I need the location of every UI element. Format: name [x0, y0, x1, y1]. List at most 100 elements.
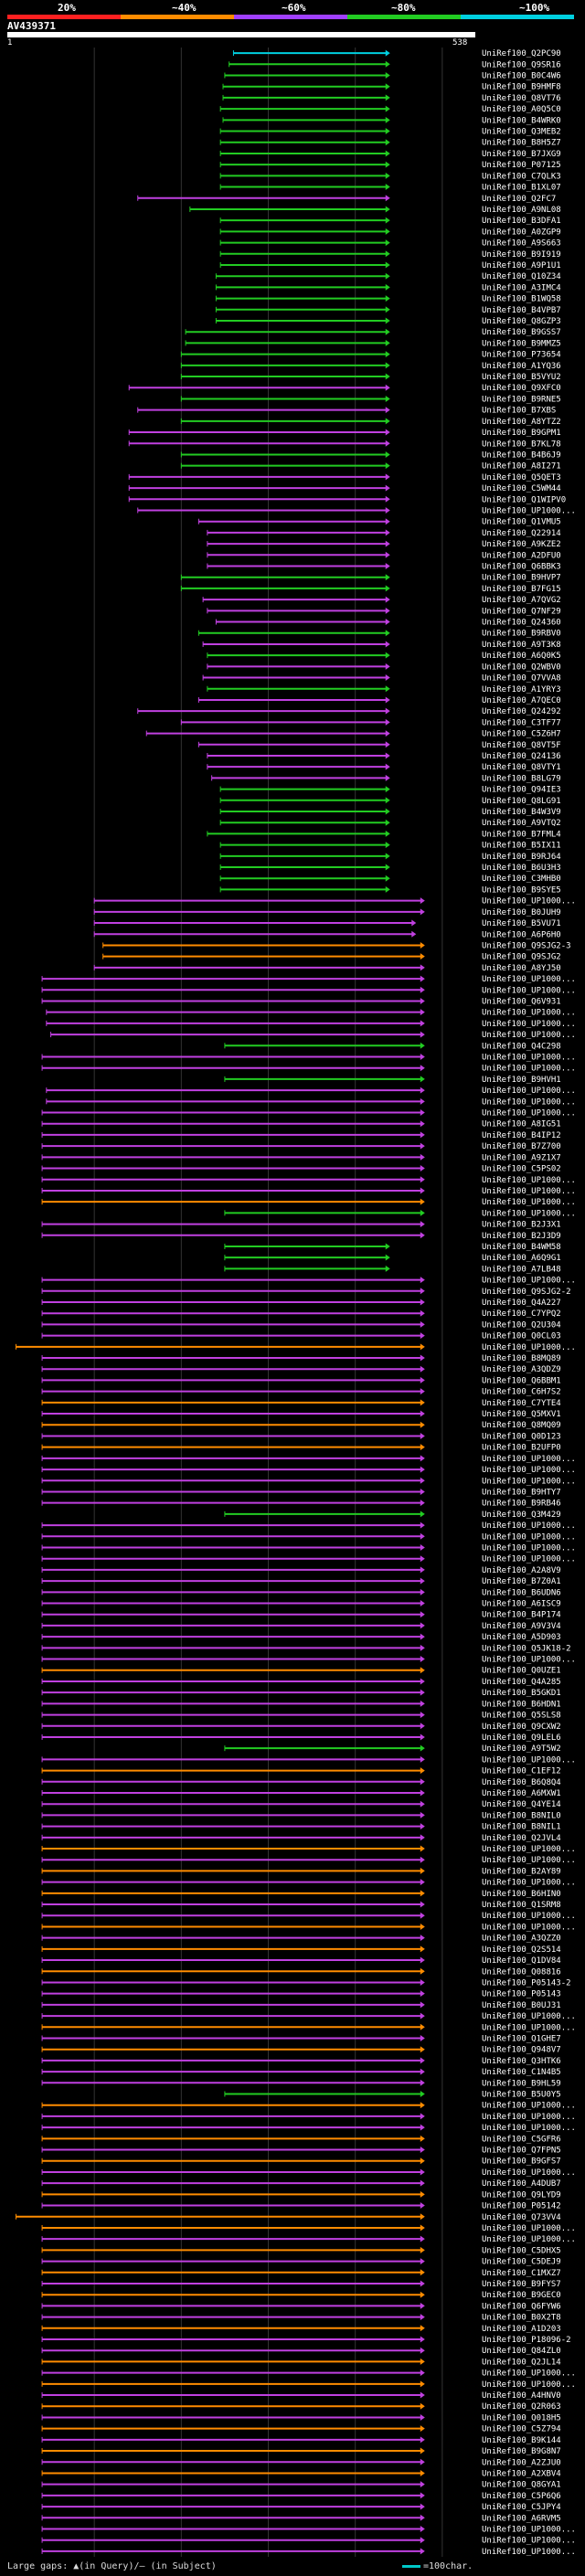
hit-label[interactable]: UniRef100_C1EF12 — [482, 1767, 561, 1776]
hit-label[interactable]: UniRef100_B4B6J9 — [482, 451, 561, 460]
hit-label[interactable]: UniRef100_A7QVG2 — [482, 596, 561, 605]
hit-label[interactable]: UniRef100_B8LG79 — [482, 774, 561, 783]
hit-label[interactable]: UniRef100_B9HL59 — [482, 2079, 561, 2088]
hit-row[interactable]: UniRef100_UP1000... — [41, 2224, 576, 2233]
hit-label[interactable]: UniRef100_UP1000... — [482, 1343, 576, 1352]
hit-label[interactable]: UniRef100_A9T3K8 — [482, 641, 561, 650]
hit-row[interactable]: UniRef100_Q2PC90 — [232, 49, 561, 58]
hit-row[interactable]: UniRef100_A1YQ36 — [180, 362, 561, 371]
hit-row[interactable]: UniRef100_B0C4W6 — [224, 72, 561, 81]
hit-row[interactable]: UniRef100_P18096-2 — [41, 2336, 571, 2345]
hit-label[interactable]: UniRef100_C1N4B5 — [482, 2068, 561, 2077]
hit-row[interactable]: UniRef100_Q9SR16 — [229, 60, 561, 69]
hit-label[interactable]: UniRef100_Q1VMU5 — [482, 518, 561, 527]
hit-row[interactable]: UniRef100_UP1000... — [93, 897, 576, 906]
hit-label[interactable]: UniRef100_B9MMZ5 — [482, 339, 561, 348]
hit-label[interactable]: UniRef100_UP1000... — [482, 1097, 576, 1107]
hit-label[interactable]: UniRef100_Q1GHE7 — [482, 2034, 561, 2043]
hit-row[interactable]: UniRef100_B5GKD1 — [41, 1689, 561, 1698]
hit-row[interactable]: UniRef100_UP1000... — [41, 1521, 576, 1531]
hit-label[interactable]: UniRef100_B6Q8Q4 — [482, 1778, 561, 1787]
hit-row[interactable]: UniRef100_B8NIL1 — [41, 1823, 561, 1832]
hit-row[interactable]: UniRef100_Q3MEB2 — [219, 128, 561, 137]
hit-row[interactable]: UniRef100_B9GPM1 — [128, 429, 561, 438]
hit-row[interactable]: UniRef100_UP1000... — [41, 2525, 576, 2534]
hit-row[interactable]: UniRef100_Q7FPN5 — [41, 2147, 561, 2156]
hit-row[interactable]: UniRef100_UP1000... — [137, 506, 576, 515]
hit-label[interactable]: UniRef100_B9G8N7 — [482, 2447, 561, 2456]
hit-label[interactable]: UniRef100_UP1000... — [482, 1087, 576, 1096]
hit-label[interactable]: UniRef100_UP1000... — [482, 1923, 576, 1932]
hit-label[interactable]: UniRef100_P07125 — [482, 161, 561, 170]
hit-label[interactable]: UniRef100_A3QDZ9 — [482, 1365, 561, 1374]
hit-row[interactable]: UniRef100_A9KZE2 — [207, 540, 561, 549]
hit-label[interactable]: UniRef100_UP1000... — [482, 1555, 576, 1564]
hit-row[interactable]: UniRef100_Q5MXV1 — [41, 1410, 561, 1419]
hit-label[interactable]: UniRef100_B6U3H3 — [482, 864, 561, 873]
hit-row[interactable]: UniRef100_UP1000... — [41, 1755, 576, 1765]
hit-label[interactable]: UniRef100_A2A8V9 — [482, 1566, 561, 1575]
hit-label[interactable]: UniRef100_Q9SJG2 — [482, 953, 561, 962]
hit-row[interactable]: UniRef100_Q9SJG2-3 — [102, 941, 571, 950]
hit-label[interactable]: UniRef100_A8IG51 — [482, 1120, 561, 1129]
hit-label[interactable]: UniRef100_Q9LEL6 — [482, 1733, 561, 1743]
hit-label[interactable]: UniRef100_UP1000... — [482, 1521, 576, 1531]
hit-row[interactable]: UniRef100_B5IX11 — [219, 842, 561, 851]
hit-row[interactable]: UniRef100_B4IP12 — [41, 1131, 561, 1140]
hit-label[interactable]: UniRef100_Q2JL14 — [482, 2358, 561, 2367]
hit-label[interactable]: UniRef100_P73654 — [482, 351, 561, 360]
hit-label[interactable]: UniRef100_UP1000... — [482, 1466, 576, 1475]
hit-label[interactable]: UniRef100_B4WM58 — [482, 1243, 561, 1252]
hit-label[interactable]: UniRef100_Q73VV4 — [482, 2213, 561, 2222]
hit-label[interactable]: UniRef100_Q8VT76 — [482, 94, 561, 103]
hit-row[interactable]: UniRef100_UP1000... — [41, 2113, 576, 2122]
hit-row[interactable]: UniRef100_Q0D123 — [41, 1432, 561, 1441]
hit-label[interactable]: UniRef100_B9HVH1 — [482, 1076, 561, 1085]
hit-label[interactable]: UniRef100_B6HIN0 — [482, 1890, 561, 1899]
hit-label[interactable]: UniRef100_B3DFA1 — [482, 217, 561, 226]
hit-label[interactable]: UniRef100_B4W3V9 — [482, 808, 561, 817]
hit-label[interactable]: UniRef100_A7QEC0 — [482, 696, 561, 705]
hit-row[interactable]: UniRef100_B8LG79 — [211, 774, 561, 783]
hit-row[interactable]: UniRef100_Q8VTY1 — [207, 763, 561, 772]
hit-row[interactable]: UniRef100_UP1000... — [41, 1912, 576, 1921]
hit-label[interactable]: UniRef100_B8NIL0 — [482, 1811, 561, 1820]
hit-row[interactable]: UniRef100_C5PS02 — [41, 1165, 561, 1174]
hit-label[interactable]: UniRef100_UP1000... — [482, 2224, 576, 2233]
hit-label[interactable]: UniRef100_UP1000... — [482, 2235, 576, 2244]
hit-row[interactable]: UniRef100_A8I271 — [180, 462, 561, 472]
hit-row[interactable]: UniRef100_A9T5W2 — [224, 1744, 561, 1754]
hit-row[interactable]: UniRef100_A4DUB7 — [41, 2179, 561, 2189]
hit-label[interactable]: UniRef100_A9Z1X7 — [482, 1153, 561, 1162]
hit-row[interactable]: UniRef100_Q7NF29 — [207, 607, 561, 616]
hit-label[interactable]: UniRef100_A8I271 — [482, 462, 561, 472]
hit-row[interactable]: UniRef100_B7Z0A1 — [41, 1577, 561, 1586]
hit-row[interactable]: UniRef100_C6H7S2 — [41, 1388, 561, 1397]
hit-row[interactable]: UniRef100_A8YTZ2 — [180, 418, 561, 427]
hit-row[interactable]: UniRef100_UP1000... — [41, 2537, 576, 2546]
hit-row[interactable]: UniRef100_B7Z700 — [41, 1142, 561, 1151]
hit-label[interactable]: UniRef100_Q24136 — [482, 752, 561, 761]
hit-row[interactable]: UniRef100_B6HIN0 — [41, 1890, 561, 1899]
hit-label[interactable]: UniRef100_B9SYE5 — [482, 885, 561, 895]
hit-row[interactable]: UniRef100_A6RVM5 — [41, 2514, 561, 2523]
hit-row[interactable]: UniRef100_B9GSS7 — [185, 328, 561, 337]
hit-row[interactable]: UniRef100_Q2R063 — [41, 2402, 561, 2412]
hit-label[interactable]: UniRef100_UP1000... — [482, 1912, 576, 1921]
hit-label[interactable]: UniRef100_C5DEJ9 — [482, 2258, 561, 2267]
hit-row[interactable]: UniRef100_UP1000... — [41, 2124, 576, 2133]
hit-label[interactable]: UniRef100_B7JXG9 — [482, 150, 561, 159]
hit-label[interactable]: UniRef100_UP1000... — [482, 1198, 576, 1207]
hit-label[interactable]: UniRef100_B5VYU2 — [482, 373, 561, 382]
hit-row[interactable]: UniRef100_B9HTY7 — [41, 1488, 561, 1497]
hit-label[interactable]: UniRef100_UP1000... — [482, 1543, 576, 1553]
hit-label[interactable]: UniRef100_Q5MXV1 — [482, 1410, 561, 1419]
hit-label[interactable]: UniRef100_A9P1U1 — [482, 261, 561, 270]
hit-label[interactable]: UniRef100_A6ISC9 — [482, 1600, 561, 1609]
hit-label[interactable]: UniRef100_A5D903 — [482, 1633, 561, 1642]
hit-row[interactable]: UniRef100_A2XBV4 — [41, 2469, 561, 2478]
hit-row[interactable]: UniRef100_UP1000... — [41, 975, 576, 984]
hit-row[interactable]: UniRef100_P05143-2 — [41, 1978, 571, 1988]
hit-label[interactable]: UniRef100_A3IMC4 — [482, 283, 561, 292]
hit-row[interactable]: UniRef100_UP1000... — [16, 1343, 576, 1352]
